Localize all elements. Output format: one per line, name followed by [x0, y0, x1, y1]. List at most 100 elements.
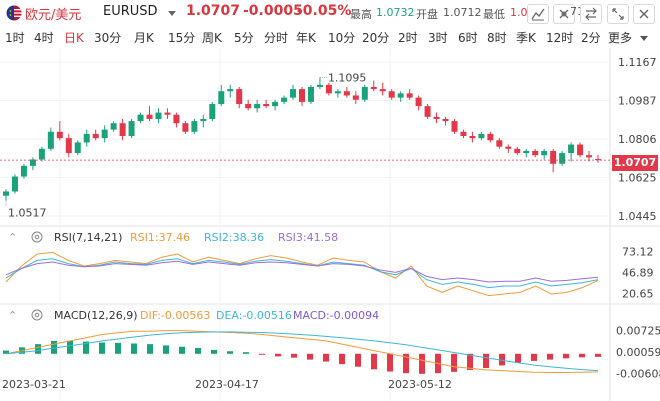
tab-14[interactable]: 6时 [458, 31, 478, 45]
candle [74, 140, 81, 156]
symbol-name[interactable]: 欧元/美元 [25, 8, 82, 23]
candle-body [496, 140, 503, 147]
candle-body [254, 104, 261, 109]
main-y-ticks: 1.1167 1.0987 1.0806 1.0625 1.0445 [618, 56, 657, 223]
candle-body [505, 146, 512, 149]
candles [3, 77, 601, 201]
macd-bar [259, 353, 265, 355]
tab-7[interactable]: 5分 [234, 31, 254, 45]
main-y-tick: 1.0806 [618, 133, 657, 146]
candle-body [316, 84, 323, 87]
candle [146, 106, 153, 122]
close-icon [639, 9, 649, 19]
settings-button[interactable] [553, 4, 575, 24]
candle-body [3, 191, 9, 196]
candle-body [586, 155, 593, 158]
tab-10[interactable]: 10分 [328, 31, 356, 45]
candle-body [334, 91, 341, 94]
rsi-settings-icon[interactable] [31, 231, 43, 243]
candle [406, 89, 413, 100]
rsi-toggle-icon[interactable]: ⌃ [8, 231, 17, 244]
candle-body [119, 123, 126, 137]
candle-body [307, 86, 314, 102]
candle [137, 112, 144, 124]
settings-icon [559, 9, 569, 19]
macd-y-ticks: 0.00725 0.00059 -0.00608 [616, 324, 660, 380]
rsi-title: RSI(7,14,21) [54, 231, 122, 244]
max-price-label: 1.1095 [328, 71, 367, 84]
tab-3[interactable]: 30分 [94, 31, 122, 45]
quote-header: 欧元/美元 EURUSD 1.0707 -0.0005 -0.05% 最高 1.… [0, 0, 660, 26]
min-price-label: 1.0517 [8, 207, 47, 220]
macd-settings-icon[interactable] [31, 309, 43, 321]
candle [119, 118, 126, 141]
chart-area[interactable]: 1.1095 1.0517 1.11671.09871.08061.06251.… [0, 48, 660, 401]
candle [568, 142, 575, 162]
candle-body [514, 148, 521, 154]
rsi-y-ticks: 73.12 46.89 20.65 [622, 246, 654, 301]
more-chevron-down-icon[interactable] [640, 36, 648, 41]
candle [299, 86, 305, 107]
tab-9[interactable]: 年K [296, 31, 316, 45]
candle [245, 99, 252, 111]
tab-17[interactable]: 12时 [546, 31, 574, 45]
x-axis-labels: 2023-03-21 2023-04-17 2023-05-12 [2, 378, 452, 391]
candle [47, 127, 54, 151]
macd-bar [51, 340, 57, 354]
tab-8[interactable]: 分时 [264, 31, 289, 45]
macd-bar [195, 348, 201, 354]
macd-header: ⌃ [8, 309, 43, 322]
compare-button[interactable] [580, 4, 602, 24]
macd-toggle-icon[interactable]: ⌃ [8, 309, 17, 322]
candle-body [191, 121, 198, 132]
tab-0[interactable]: 1时 [5, 31, 25, 45]
macd-histogram [3, 340, 601, 374]
tab-5[interactable]: 15分 [168, 31, 196, 45]
candle-body [290, 89, 297, 98]
tab-15[interactable]: 8时 [487, 31, 507, 45]
candle-body [406, 93, 413, 98]
rsi-legend-item: RSI2:38.36 [204, 231, 264, 244]
candle [559, 150, 566, 166]
tab-1[interactable]: 4时 [34, 31, 54, 45]
candle [514, 146, 521, 156]
macd-lines [5, 330, 599, 373]
candle-body [361, 86, 368, 100]
open-label: 开盘 [416, 8, 438, 21]
tab-11[interactable]: 20分 [362, 31, 390, 45]
tab-4[interactable]: 月K [134, 31, 154, 45]
eu-us-flag-icon [6, 5, 22, 21]
tab-13[interactable]: 3时 [428, 31, 448, 45]
tab-18[interactable]: 2分 [581, 31, 601, 45]
candle-body [343, 91, 350, 96]
candle [3, 189, 9, 201]
chevron-down-icon[interactable] [168, 11, 176, 16]
macd-bar [147, 344, 153, 354]
candle [334, 89, 341, 98]
tab-2[interactable]: 日K [64, 31, 84, 45]
macd-y-tick: -0.00608 [616, 367, 660, 380]
tab-12[interactable]: 2时 [398, 31, 418, 45]
symbol-code[interactable]: EURUSD [103, 4, 158, 19]
low-label: 最低 [483, 8, 505, 21]
expand-button[interactable] [607, 4, 629, 24]
candle-body [595, 159, 601, 161]
indicator-button[interactable] [527, 4, 549, 24]
candle-body [56, 131, 63, 139]
rsi-line [5, 258, 599, 289]
macd-bar [3, 350, 9, 354]
candle [263, 99, 270, 109]
candle-body [550, 150, 557, 164]
tab-16[interactable]: 季K [516, 31, 536, 45]
tab-6[interactable]: 周K [202, 31, 222, 45]
candle-body [155, 112, 162, 119]
candle [281, 95, 288, 105]
close-button[interactable] [633, 4, 655, 24]
candle-body [101, 129, 108, 139]
tab-19[interactable]: 更多 [608, 31, 633, 45]
macd-bar [83, 341, 89, 354]
candle-body [370, 86, 377, 90]
candle [56, 121, 63, 141]
x-axis-label: 2023-04-17 [195, 378, 259, 391]
candle-body [478, 133, 485, 139]
